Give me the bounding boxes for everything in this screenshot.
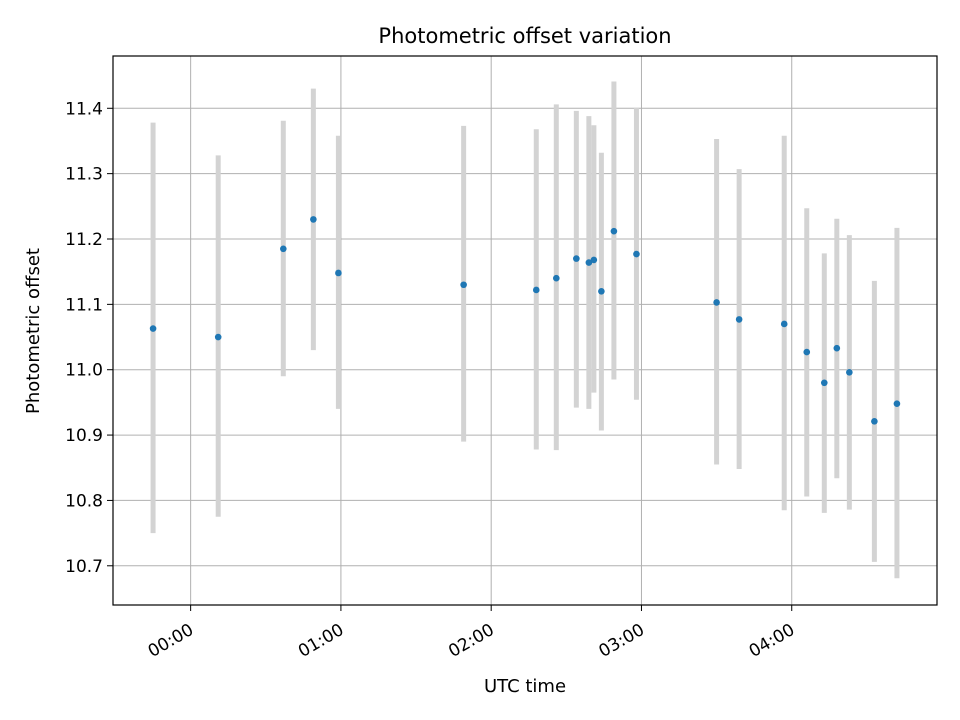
y-axis-label: Photometric offset [23,248,44,414]
data-point [590,256,598,264]
data-point [585,259,593,266]
y-axis-ticks: 10.7 10.8 10.9 11.0 11.1 11.2 11.3 11.4 [65,99,113,577]
chart-title: Photometric offset variation [378,24,671,48]
y-tick-label: 11.1 [65,295,103,315]
data-point [460,281,467,289]
y-tick-label: 11.3 [65,165,103,185]
x-axis-label: UTC time [484,676,566,697]
data-point [633,250,640,258]
data-point [553,274,560,282]
y-tick-label: 11.2 [65,230,103,250]
y-tick-label: 11.4 [65,99,103,119]
data-point [310,216,317,223]
data-point [214,333,222,341]
data-point [610,227,618,235]
data-point [149,325,157,332]
data-point [820,379,828,387]
data-point [573,255,580,262]
data-point [280,245,287,253]
plot-frame [112,55,938,606]
y-tick-label: 10.9 [65,426,103,446]
data-point [893,400,901,408]
y-tick-label: 11.0 [65,361,103,381]
data-point [713,299,720,306]
data-point [335,269,342,277]
data-point [846,369,853,376]
data-point [780,320,788,328]
data-point [803,348,811,356]
data-point [871,418,878,425]
y-tick-label: 10.7 [65,557,103,577]
data-point [833,344,841,352]
data-point [735,316,743,323]
data-points [149,216,901,425]
grid [113,56,937,605]
y-tick-label: 10.8 [65,491,103,511]
data-point [532,286,540,294]
data-point [598,287,605,295]
